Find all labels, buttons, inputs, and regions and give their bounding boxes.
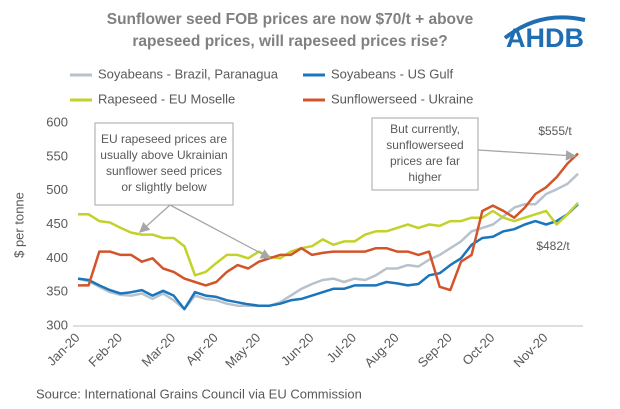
x-tick-label: Apr-20: [183, 330, 221, 368]
x-tick-label: Jul-20: [323, 330, 359, 366]
annotation-text: or slightly below: [121, 180, 207, 194]
chart-title: Sunflower seed FOB prices are now $70/t …: [107, 11, 474, 28]
y-axis-label: $ per tonne: [11, 192, 26, 258]
y-tick-label: 600: [46, 114, 68, 129]
legend-label: Sunflowerseed - Ukraine: [331, 91, 473, 106]
annotation-text: sunflowerseed: [386, 138, 463, 152]
logo-swoosh: [503, 15, 586, 40]
annotation-arrow: [169, 204, 272, 259]
annotation-text: $555/t: [538, 124, 572, 138]
x-tick-label: Sep-20: [415, 330, 455, 370]
x-tick-label: Mar-20: [139, 330, 179, 370]
legend-label: Soyabeans - US Gulf: [331, 66, 454, 81]
annotation-text: But currently,: [390, 122, 460, 136]
x-tick-label: Aug-20: [361, 330, 401, 370]
legend-label: Rapeseed - EU Moselle: [98, 91, 235, 106]
annotation-text: EU rapeseed prices are: [101, 132, 227, 146]
annotation-box: [371, 117, 479, 191]
series-line: [77, 203, 579, 311]
series-line: [78, 152, 579, 292]
y-tick-label: 400: [46, 250, 68, 265]
legend-label: Soyabeans - Brazil, Paranagua: [98, 66, 279, 81]
annotation-arrow: [139, 204, 171, 233]
y-tick-label: 450: [46, 216, 68, 231]
annotation-arrow: [477, 149, 577, 161]
series-line: [77, 172, 579, 311]
x-tick-label: Jun-20: [278, 330, 317, 369]
annotation-text: $482/t: [536, 239, 570, 253]
source: Source: International Grains Council via…: [36, 386, 362, 401]
annotation-text: usually above Ukrainian: [100, 148, 227, 162]
series-line: [78, 201, 579, 277]
x-tick-label: Feb-20: [85, 330, 125, 370]
x-tick-label: May-20: [222, 330, 263, 371]
y-tick-label: 350: [46, 284, 68, 299]
y-tick-label: 300: [46, 317, 68, 332]
x-tick-label: Nov-20: [510, 330, 550, 370]
annotation-text: prices are far: [390, 154, 460, 168]
annotation-text: sunflower seed prices: [106, 164, 222, 178]
x-tick-label: Oct-20: [459, 330, 497, 368]
chart-title: rapeseed prices, will rapeseed prices ri…: [132, 33, 447, 50]
y-tick-label: 500: [46, 182, 68, 197]
x-tick-label: Jan-20: [44, 330, 83, 369]
annotation-box: [94, 122, 234, 206]
annotation-text: higher: [408, 170, 441, 184]
logo: AHDB: [506, 23, 584, 53]
y-tick-label: 550: [46, 148, 68, 163]
